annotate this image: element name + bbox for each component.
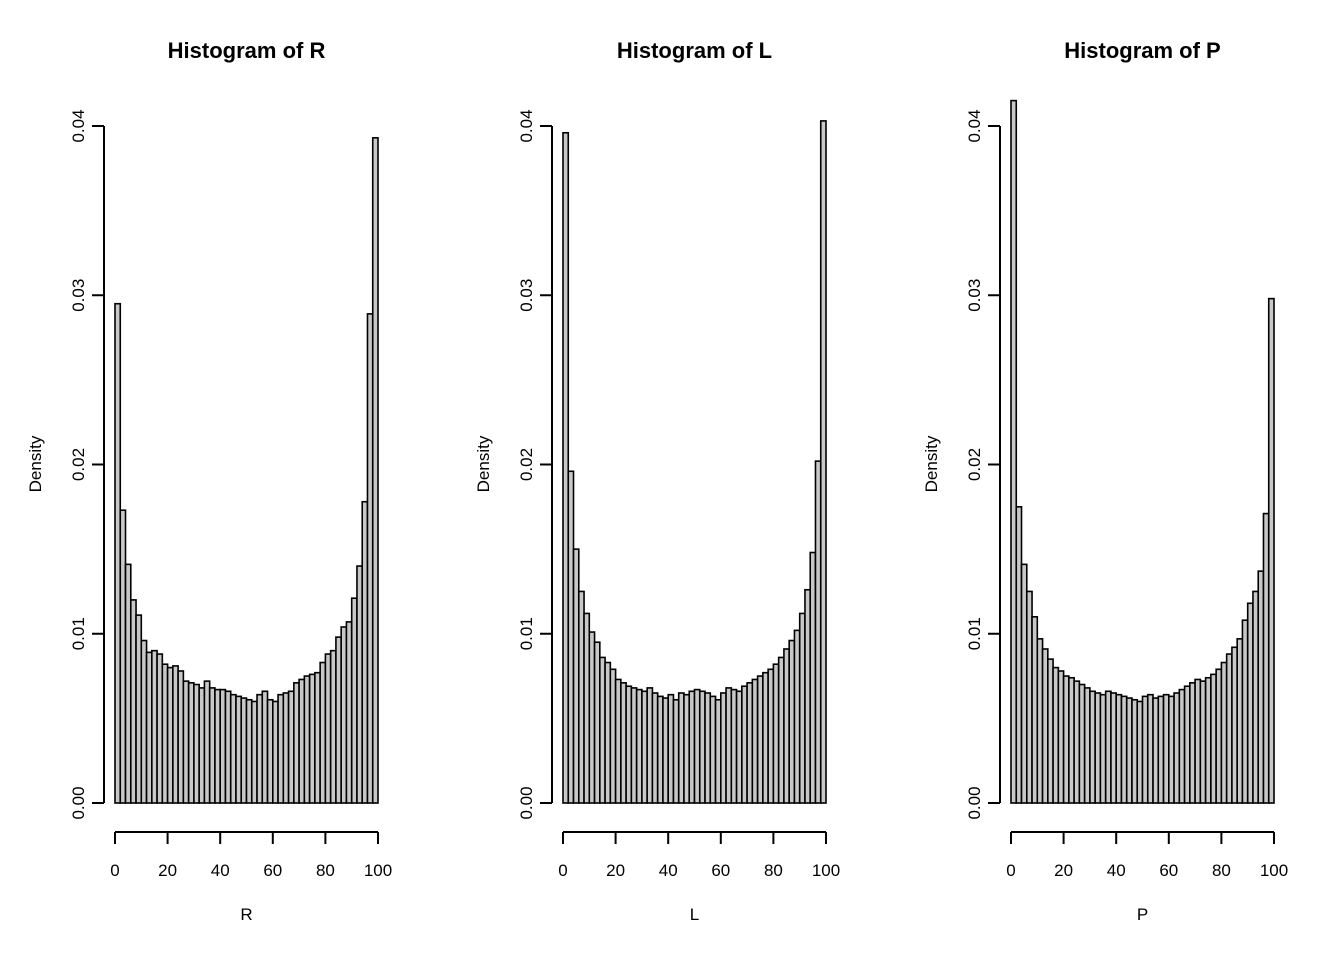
x-tick-label: 80 bbox=[1212, 861, 1231, 880]
y-tick-label: 0.04 bbox=[965, 109, 984, 142]
x-tick-label: 20 bbox=[1054, 861, 1073, 880]
x-tick-label: 100 bbox=[364, 861, 392, 880]
histogram-bar bbox=[371, 137, 379, 804]
x-axis-label: L bbox=[689, 905, 700, 924]
x-tick-label: 40 bbox=[211, 861, 230, 880]
histogram-bar bbox=[562, 131, 570, 804]
panel-histogram-R: Histogram of R Density 0.00 0.01 0.02 0.03 0… bbox=[0, 0, 448, 960]
x-tick-label: 0 bbox=[1006, 861, 1015, 880]
x-tick-label: 60 bbox=[1159, 861, 1178, 880]
x-tick-label: 40 bbox=[1107, 861, 1126, 880]
x-axis-label: R bbox=[240, 905, 253, 924]
y-tick-label: 0.02 bbox=[69, 448, 88, 481]
histogram-bar bbox=[819, 120, 827, 804]
y-tick-label: 0.00 bbox=[69, 786, 88, 819]
y-tick-label: 0.01 bbox=[69, 617, 88, 650]
x-axis-label: P bbox=[1136, 905, 1149, 924]
y-tick-label: 0.01 bbox=[517, 617, 536, 650]
panel-histogram-L: Histogram of L Density 0.00 0.01 0.02 0.03 0… bbox=[448, 0, 896, 960]
panel-histogram-P: Histogram of P Density 0.00 0.01 0.02 0.03 0… bbox=[896, 0, 1344, 960]
histogram-plot-R: 0.00 0.01 0.02 0.03 0.04 0 20 40 60 80 100 bbox=[69, 109, 392, 880]
x-tick-label: 0 bbox=[110, 861, 119, 880]
y-tick-label: 0.00 bbox=[965, 786, 984, 819]
x-tick-label: 80 bbox=[316, 861, 335, 880]
x-tick-label: 80 bbox=[764, 861, 783, 880]
x-tick-label: 20 bbox=[158, 861, 177, 880]
y-tick-label: 0.02 bbox=[965, 448, 984, 481]
x-tick-label: 0 bbox=[558, 861, 567, 880]
histogram-bar bbox=[1010, 99, 1018, 804]
x-tick-label: 20 bbox=[606, 861, 625, 880]
x-tick-label: 60 bbox=[263, 861, 282, 880]
x-tick-label: 100 bbox=[1260, 861, 1288, 880]
y-tick-label: 0.03 bbox=[69, 279, 88, 312]
y-tick-label: 0.04 bbox=[517, 109, 536, 142]
histogram-bar bbox=[1267, 297, 1275, 804]
y-tick-label: 0.03 bbox=[517, 279, 536, 312]
x-tick-label: 100 bbox=[812, 861, 840, 880]
y-tick-label: 0.04 bbox=[69, 109, 88, 142]
x-tick-label: 60 bbox=[711, 861, 730, 880]
panel-title: Histogram of R bbox=[167, 38, 326, 63]
y-tick-label: 0.02 bbox=[517, 448, 536, 481]
x-tick-label: 40 bbox=[659, 861, 678, 880]
y-tick-label: 0.03 bbox=[965, 279, 984, 312]
histogram-plot-L: 0.00 0.01 0.02 0.03 0.04 0 20 40 60 80 100 bbox=[517, 109, 840, 880]
panel-title: Histogram of P bbox=[1064, 38, 1221, 63]
histogram-plot-P: 0.00 0.01 0.02 0.03 0.04 0 20 40 60 80 100 bbox=[965, 99, 1288, 880]
panel-title: Histogram of L bbox=[616, 38, 773, 63]
y-tick-label: 0.00 bbox=[517, 786, 536, 819]
y-tick-label: 0.01 bbox=[965, 617, 984, 650]
